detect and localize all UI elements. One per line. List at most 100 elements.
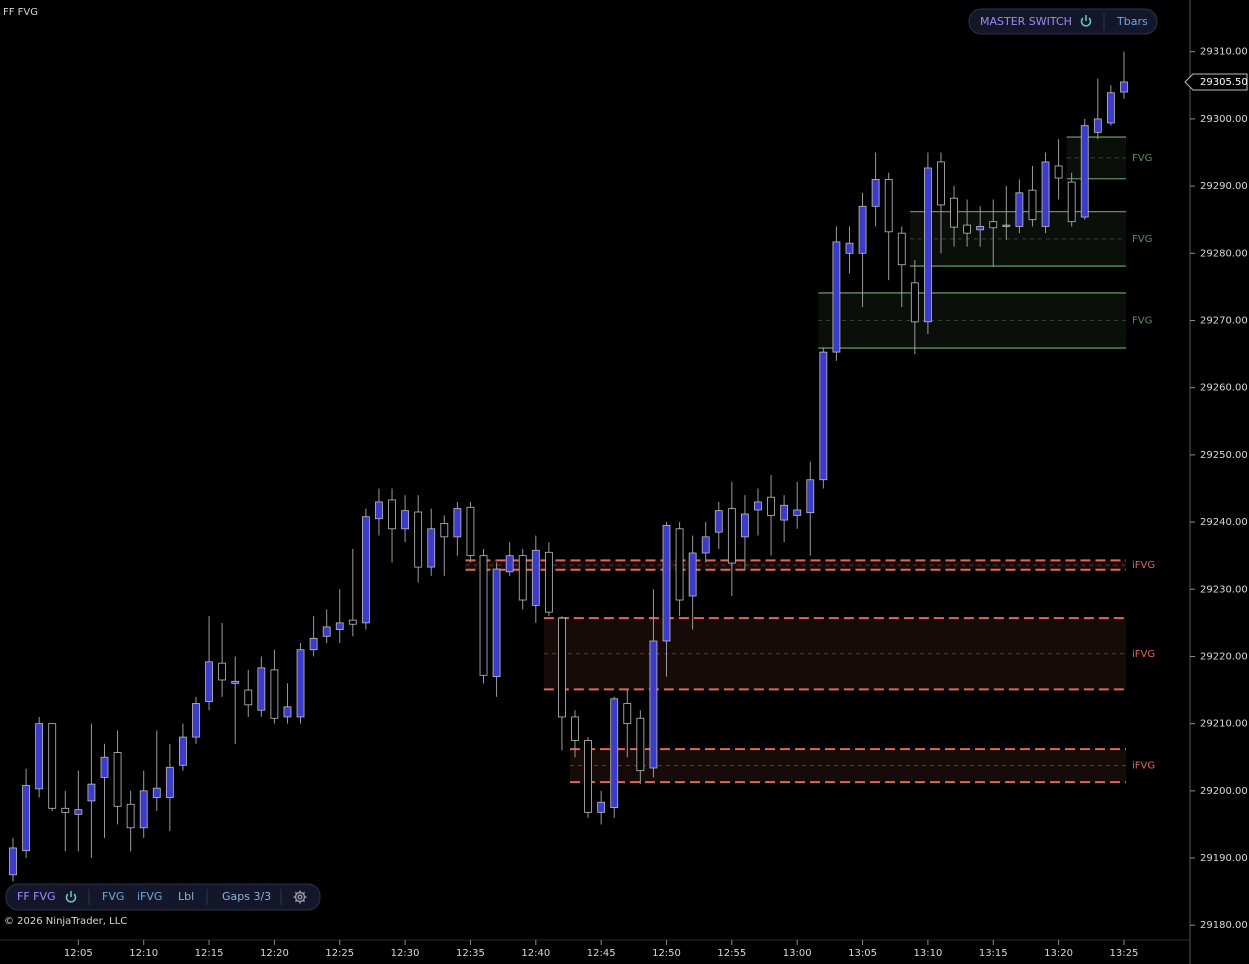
y-tick-label: 29300.00 bbox=[1200, 114, 1248, 125]
toolbar-background bbox=[5, 883, 321, 911]
candle-body bbox=[218, 662, 227, 681]
candle-body bbox=[727, 508, 736, 564]
candle-body bbox=[414, 511, 423, 568]
candle-body bbox=[806, 479, 815, 514]
candle-body bbox=[884, 178, 893, 233]
x-tick-label: 12:50 bbox=[652, 948, 681, 959]
bar-type[interactable]: Tbars bbox=[1116, 15, 1148, 28]
candle-body bbox=[205, 661, 213, 702]
candle-body bbox=[610, 698, 619, 809]
candle-body bbox=[427, 528, 436, 568]
candle-body bbox=[858, 205, 867, 254]
candle-body bbox=[544, 551, 553, 613]
candle-body bbox=[662, 525, 671, 642]
x-tick-label: 12:55 bbox=[717, 948, 746, 959]
candle-body bbox=[518, 555, 527, 601]
copyright: © 2026 NinjaTrader, LLC bbox=[4, 916, 127, 927]
candle-body bbox=[767, 496, 775, 516]
candle-body bbox=[819, 351, 828, 481]
candle-body bbox=[361, 516, 370, 624]
candle-body bbox=[257, 667, 266, 711]
candle-body bbox=[179, 736, 187, 766]
toolbar-item[interactable]: FF FVG bbox=[17, 890, 56, 903]
y-tick-label: 29200.00 bbox=[1200, 786, 1248, 797]
candle-body bbox=[231, 680, 240, 684]
toolbar: FF FVG FVG iFVG Lbl Gaps 3/3 bbox=[5, 883, 321, 911]
candle-body bbox=[113, 752, 122, 807]
candle-body bbox=[1002, 224, 1011, 227]
candle-body bbox=[165, 766, 174, 798]
candle-body bbox=[649, 640, 658, 769]
x-tick-label: 12:30 bbox=[391, 948, 420, 959]
zone-fill bbox=[1066, 137, 1126, 179]
candle-body bbox=[466, 506, 475, 557]
zone-label: FVG bbox=[1132, 234, 1152, 245]
x-tick-label: 12:10 bbox=[129, 948, 158, 959]
x-tick-label: 12:35 bbox=[456, 948, 485, 959]
candle-body bbox=[401, 510, 410, 530]
candle-body bbox=[597, 801, 606, 813]
x-tick-label: 13:00 bbox=[783, 948, 812, 959]
candle-body bbox=[375, 501, 383, 520]
y-tick-label: 29180.00 bbox=[1200, 920, 1248, 931]
candle-body bbox=[9, 847, 17, 876]
toolbar-item[interactable]: Gaps 3/3 bbox=[222, 890, 271, 903]
candle-body bbox=[754, 501, 762, 511]
y-tick-label: 29270.00 bbox=[1200, 316, 1248, 327]
toolbar-item[interactable]: Lbl bbox=[178, 890, 194, 903]
last-price-label: 29305.50 bbox=[1200, 77, 1248, 88]
candle-body bbox=[950, 197, 958, 228]
x-tick-label: 12:20 bbox=[260, 948, 289, 959]
y-tick-label: 29190.00 bbox=[1200, 853, 1248, 864]
candle-body bbox=[348, 619, 357, 625]
candle-body bbox=[1028, 189, 1037, 221]
candle-body bbox=[675, 528, 684, 601]
y-tick-label: 29250.00 bbox=[1200, 450, 1248, 461]
candle-body bbox=[152, 787, 161, 798]
candle-body bbox=[714, 510, 723, 533]
candle-body bbox=[910, 282, 919, 323]
master-switch-panel: MASTER SWITCH Tbars bbox=[968, 8, 1158, 35]
x-tick-label: 12:40 bbox=[521, 948, 550, 959]
candle-body bbox=[924, 167, 932, 323]
candle-body bbox=[636, 717, 645, 772]
candle-body bbox=[701, 536, 710, 554]
zone-fill bbox=[465, 560, 1126, 570]
candle-body bbox=[976, 226, 985, 231]
candle-body bbox=[74, 809, 83, 815]
candle-body bbox=[1041, 161, 1050, 227]
candle-body bbox=[440, 523, 449, 538]
y-tick-label: 29230.00 bbox=[1200, 584, 1248, 595]
candle-body bbox=[1093, 118, 1102, 133]
power-icon[interactable] bbox=[1080, 15, 1092, 27]
toolbar-item[interactable]: iFVG bbox=[137, 890, 162, 903]
y-tick-label: 29220.00 bbox=[1200, 651, 1248, 662]
candle-body bbox=[871, 178, 880, 207]
candle-body bbox=[309, 637, 318, 651]
candle-body bbox=[780, 504, 789, 521]
settings-icon[interactable] bbox=[293, 890, 307, 904]
candle-body bbox=[244, 689, 253, 706]
power-icon[interactable] bbox=[65, 891, 77, 903]
y-tick-label: 29240.00 bbox=[1200, 517, 1248, 528]
candle-body bbox=[35, 723, 44, 790]
candle-body bbox=[22, 785, 30, 852]
zone-label: iFVG bbox=[1132, 761, 1155, 772]
y-tick-label: 29260.00 bbox=[1200, 383, 1248, 394]
candle-body bbox=[48, 723, 57, 809]
candle-body bbox=[897, 232, 906, 266]
x-tick-label: 12:05 bbox=[64, 948, 93, 959]
candle-body bbox=[531, 549, 540, 606]
candle-body bbox=[688, 552, 697, 597]
candle-body bbox=[453, 508, 462, 538]
zone-fill bbox=[570, 749, 1126, 783]
x-tick-label: 13:25 bbox=[1110, 948, 1139, 959]
candle-body bbox=[793, 509, 802, 516]
candle-body bbox=[388, 499, 396, 530]
candle-body bbox=[845, 242, 854, 254]
toolbar-item[interactable]: FVG bbox=[102, 890, 124, 903]
master-switch[interactable]: MASTER SWITCH bbox=[980, 15, 1072, 28]
candle-body bbox=[479, 555, 488, 676]
